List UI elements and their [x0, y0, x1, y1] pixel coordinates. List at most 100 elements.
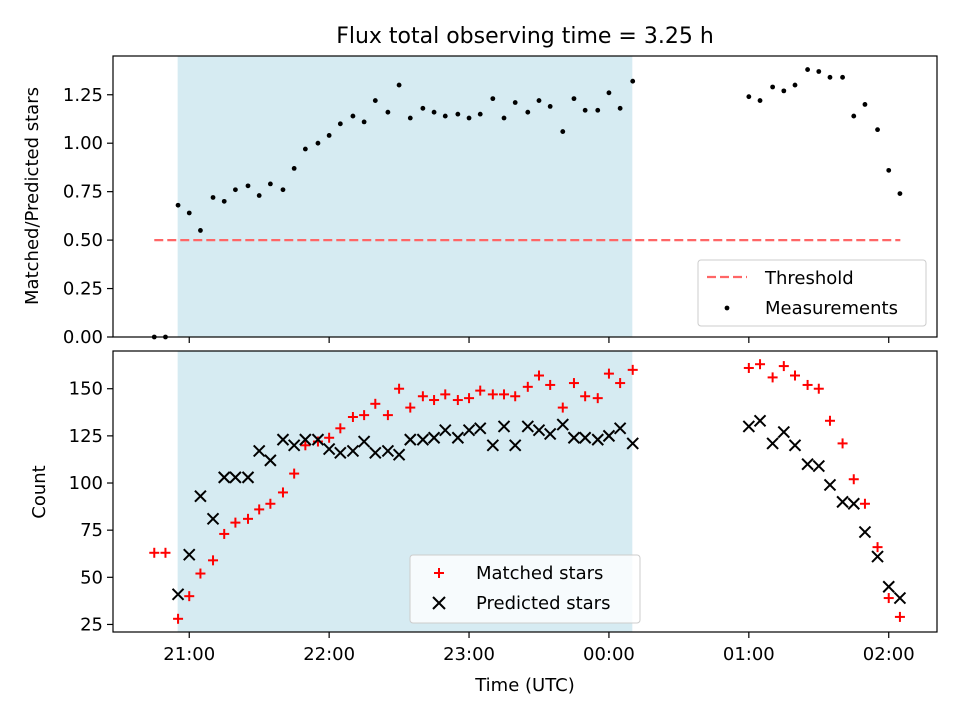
predicted-marker — [509, 439, 522, 452]
measurement-point — [431, 109, 437, 115]
y-tick-label: 0.00 — [63, 327, 103, 348]
measurement-point — [886, 167, 892, 173]
predicted-marker — [742, 420, 756, 433]
matched-marker — [370, 398, 381, 409]
matched-marker — [382, 410, 393, 421]
marker-stroke — [241, 471, 255, 484]
marker-stroke — [871, 550, 884, 563]
marker-stroke — [264, 454, 277, 467]
predicted-marker — [788, 439, 802, 452]
marker-stroke — [392, 448, 406, 461]
predicted-marker — [893, 591, 907, 605]
predicted-marker — [626, 437, 639, 450]
axes-frame — [112, 55, 938, 338]
predicted-marker — [591, 433, 604, 446]
matched-marker — [219, 528, 230, 539]
matched-marker — [848, 474, 859, 485]
predicted-marker — [334, 446, 347, 460]
x-axis-label: Time (UTC) — [474, 675, 575, 696]
marker-stroke — [742, 420, 756, 433]
legend-matched-label: Matched stars — [476, 563, 603, 584]
y-tick-label: 25 — [80, 614, 103, 635]
matched-marker — [487, 389, 498, 400]
legend-measurements-label: Measurements — [765, 298, 898, 319]
marker-stroke — [847, 497, 860, 510]
measurement-point — [617, 105, 623, 111]
matched-marker — [568, 378, 579, 389]
predicted-marker — [241, 471, 255, 484]
x-tick-label: 02:00 — [863, 644, 915, 665]
x-tick-label: 23:00 — [443, 644, 495, 665]
marker-stroke — [451, 431, 465, 444]
predicted-marker — [206, 512, 220, 526]
y-tick-label: 0.75 — [63, 182, 103, 203]
marker-stroke — [497, 420, 511, 433]
measurement-point — [792, 82, 798, 88]
predicted-marker — [404, 433, 417, 446]
marker-stroke — [766, 437, 779, 450]
matched-marker — [499, 389, 510, 400]
x-tick-label: 01:00 — [723, 644, 775, 665]
predicted-marker — [451, 431, 465, 444]
measurement-point — [350, 113, 356, 119]
marker-stroke — [427, 431, 441, 444]
measurement-point — [571, 96, 577, 102]
y-tick-label: 1.25 — [63, 85, 103, 106]
measurement-point — [407, 115, 413, 121]
axes-frame — [112, 350, 938, 633]
marker-stroke — [591, 433, 604, 446]
measurement-point — [582, 107, 588, 113]
chart-title: Flux total observing time = 3.25 h — [336, 24, 714, 49]
measurement-point — [372, 98, 378, 103]
top-ylabel: Matched/Predicted stars — [22, 87, 43, 305]
measurement-point — [233, 187, 238, 193]
matched-marker — [440, 389, 451, 400]
marker-stroke — [206, 512, 220, 526]
marker-stroke — [509, 439, 522, 452]
predicted-marker — [252, 444, 266, 458]
legend-threshold-label: Threshold — [764, 268, 854, 289]
marker-stroke — [777, 425, 791, 439]
matched-marker — [813, 383, 824, 394]
matched-marker — [615, 378, 626, 389]
predicted-marker — [439, 424, 452, 437]
marker-stroke — [823, 478, 837, 492]
marker-stroke — [858, 525, 872, 539]
measurement-point — [560, 129, 566, 134]
marker-stroke — [381, 444, 395, 458]
measurement-point — [525, 109, 531, 115]
measurement-point — [291, 166, 297, 171]
predicted-marker — [474, 422, 487, 435]
predicted-marker — [322, 442, 336, 456]
predicted-marker — [521, 420, 535, 433]
marker-stroke — [543, 427, 557, 441]
marker-stroke — [486, 439, 500, 452]
measurement-point — [875, 127, 880, 133]
predicted-marker — [416, 433, 430, 446]
marker-stroke — [556, 418, 569, 431]
legend-matched-swatch — [434, 568, 444, 578]
predicted-marker — [871, 550, 884, 563]
measurement-point — [267, 181, 273, 187]
matched-marker — [743, 362, 754, 373]
predicted-marker — [753, 414, 767, 427]
y-tick-label: 1.00 — [63, 133, 103, 154]
matched-marker — [603, 368, 614, 379]
predicted-marker — [171, 588, 185, 601]
predicted-marker — [882, 580, 895, 593]
measurement-point — [827, 74, 833, 80]
matched-marker — [230, 517, 241, 528]
predicted-marker — [766, 437, 779, 450]
predicted-marker — [602, 429, 616, 443]
matched-marker — [300, 440, 311, 451]
measurement-point — [630, 78, 636, 84]
matched-marker — [545, 379, 556, 390]
predicted-marker — [497, 420, 511, 433]
marker-stroke — [521, 420, 535, 433]
measurement-point — [175, 202, 181, 208]
measurement-point — [466, 115, 472, 121]
x-tick-label: 22:00 — [303, 644, 355, 665]
observing-window — [177, 56, 633, 337]
measurement-point — [781, 88, 787, 94]
